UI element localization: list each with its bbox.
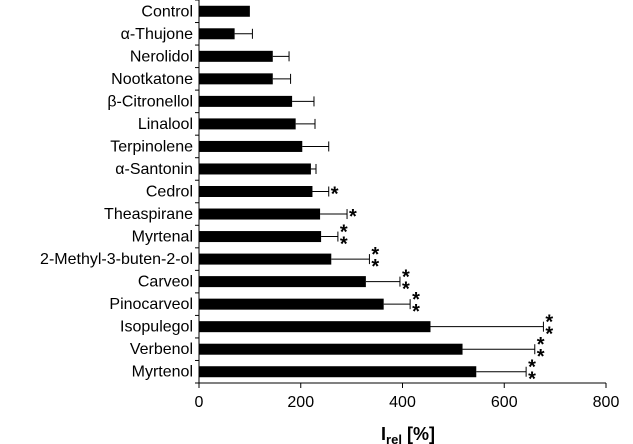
x-axis-label-unit: [%] [402,424,435,444]
bar [199,5,250,17]
error-bar [321,231,339,242]
significance-marker: * * [371,244,379,278]
bar [199,118,296,130]
category-label: Verbenol [130,341,193,358]
bar [199,343,463,355]
category-label: Theaspirane [104,206,193,223]
error-bar [476,366,527,377]
category-label: Cedrol [146,184,193,201]
significance-marker: * * [412,289,420,323]
x-tick-label: 600 [491,394,518,411]
bar [199,253,332,265]
bar [199,276,366,288]
category-labels: Control α-Thujone Nerolidol Nootkatone β-Cit… [40,3,193,380]
error-bar [320,209,348,220]
significance-markers: *** * * * * * * * * ** ** * [331,184,554,391]
error-bar [383,299,411,310]
category-label: Terpinolene [110,138,193,155]
x-tick-label: 400 [389,394,416,411]
bar [199,321,431,333]
error-bar [365,276,401,287]
x-axis-label-main: I [381,424,386,444]
bar [199,28,235,40]
axes [195,0,607,388]
significance-marker: * * [537,334,545,368]
category-label: α-Santonin [115,161,193,178]
bar [199,140,303,152]
x-axis-label-subscript: rel [386,432,402,444]
error-bar [331,254,370,265]
category-label: Isopulegol [120,319,193,336]
bar [199,366,477,378]
error-bar [234,28,253,39]
error-bar [310,163,317,174]
category-label: Control [141,3,193,20]
significance-marker: * * [528,357,536,391]
bar [199,208,321,220]
bars [199,5,477,378]
category-label: Carveol [138,274,193,291]
bar [199,163,311,175]
significance-marker: * [349,206,357,228]
x-tick-labels: 0 200 400 600 800 [195,394,620,411]
significance-marker: * [331,184,339,206]
category-label: 2-Methyl-3-buten-2-ol [40,251,193,268]
category-label: Myrtenal [132,229,193,246]
bar [199,95,293,107]
category-label: Linalool [138,116,193,133]
error-bar [272,51,290,62]
category-label: Nerolidol [130,48,193,65]
bar [199,186,313,197]
category-label: β-Citronellol [107,93,193,110]
significance-marker: * * [340,222,348,256]
x-tick-label: 200 [287,394,314,411]
bar [199,50,273,62]
category-label: Myrtenol [132,364,193,381]
category-label: α-Thujone [121,26,194,43]
significance-marker: * * [402,267,410,301]
error-bar [295,118,316,129]
category-label: Pinocarveol [109,296,193,313]
error-bar [430,321,544,332]
significance-marker: * * [545,312,553,346]
x-axis-label: Irel [%] [381,424,435,444]
error-bar [312,186,330,197]
bar [199,298,384,310]
error-bar [462,344,536,355]
error-bar [292,96,315,107]
error-bars [234,28,544,377]
bar [199,231,322,243]
x-tick-label: 800 [593,394,620,411]
bar [199,73,273,85]
x-tick-label: 0 [195,394,204,411]
error-bar [302,141,330,152]
category-label: Nootkatone [111,71,193,88]
error-bar [272,73,292,84]
